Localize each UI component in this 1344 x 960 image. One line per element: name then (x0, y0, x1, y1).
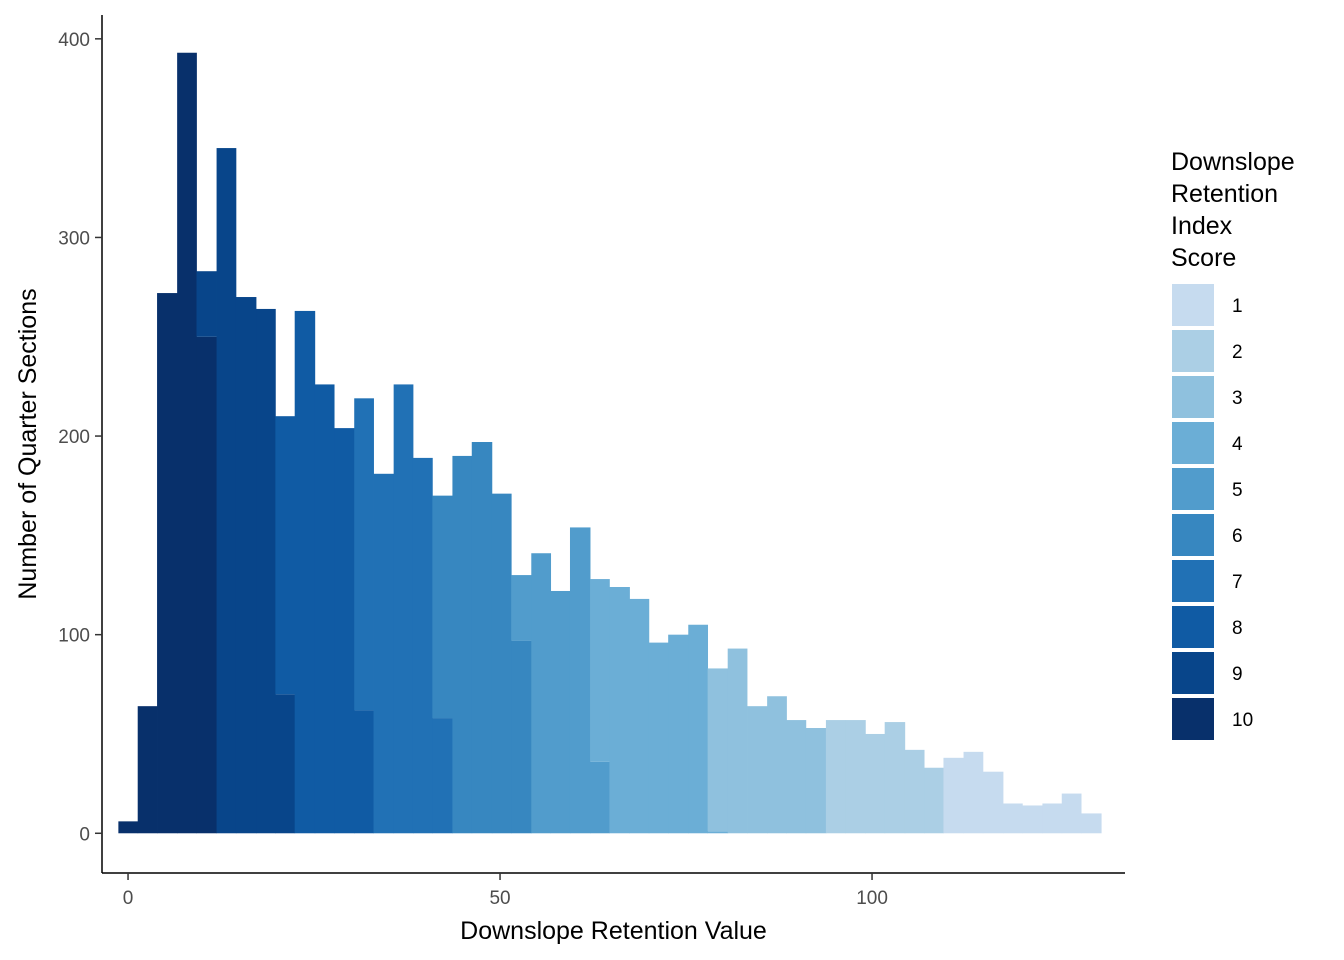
bar-segment-bin-3-score-10 (177, 52, 197, 834)
legend-key-label-3: 3 (1232, 388, 1243, 409)
bar-segment-bin-33-score-3 (767, 696, 787, 834)
legend-key-swatch-3 (1172, 376, 1214, 418)
bar-segment-bin-16-score-7 (432, 718, 453, 834)
bar-segment-bin-20-score-5 (511, 575, 532, 641)
bar-segment-bin-8-score-9 (275, 694, 296, 834)
legend-key-swatch-6 (1172, 514, 1214, 556)
bar-segment-bin-15-score-7 (412, 457, 433, 834)
bar-segment-bin-6-score-9 (235, 297, 257, 834)
legend-key-label-10: 10 (1232, 710, 1253, 731)
legend-key-label-2: 2 (1232, 342, 1243, 363)
bar-segment-bin-16-score-6 (432, 495, 453, 719)
legend-key-label-9: 9 (1232, 664, 1243, 685)
legend-keys: 1 2 3 4 5 6 7 8 9 10 (1172, 284, 1253, 740)
bar-segment-bin-25-score-4 (609, 587, 630, 834)
bar-segment-bin-30-score-4 (707, 831, 729, 834)
legend-key-swatch-1 (1172, 284, 1214, 326)
bar-segment-bin-19-score-6 (491, 493, 512, 834)
bar-segment-bin-12-score-7 (354, 398, 374, 711)
legend-key-label-8: 8 (1232, 618, 1243, 639)
bar-segment-bin-40-score-2 (904, 749, 925, 834)
bar-segment-bin-10-score-8 (314, 384, 335, 834)
bar-segment-bin-49-score-1 (1081, 813, 1102, 834)
legend-title-line: Score (1171, 244, 1236, 272)
bar-segment-bin-9-score-8 (294, 310, 316, 834)
bar-segment-bin-44-score-1 (982, 771, 1004, 834)
histogram-bars (118, 52, 1102, 834)
legend-key-label-5: 5 (1232, 480, 1243, 501)
bar-segment-bin-30-score-3 (707, 668, 729, 832)
bar-segment-bin-48-score-1 (1061, 793, 1082, 834)
bar-segment-bin-24-score-5 (590, 761, 610, 834)
x-axis-ticks: 0 50 100 (123, 873, 888, 909)
legend-key-label-6: 6 (1232, 526, 1243, 547)
y-tick-label: 200 (58, 427, 90, 448)
legend-key-swatch-7 (1172, 560, 1214, 602)
bar-segment-bin-20-score-6 (511, 640, 532, 834)
bar-segment-bin-13-score-7 (373, 473, 395, 834)
y-axis-title: Number of Quarter Sections (14, 288, 42, 599)
legend-key-label-7: 7 (1232, 572, 1243, 593)
x-axis-title: Downslope Retention Value (460, 917, 767, 945)
legend-title-line: Index (1171, 212, 1233, 240)
bar-segment-bin-12-score-8 (354, 710, 374, 834)
bar-segment-bin-0-score-10 (118, 821, 139, 834)
y-tick-label: 100 (58, 626, 90, 647)
legend-key-swatch-4 (1172, 422, 1214, 464)
bar-segment-bin-41-score-2 (924, 767, 944, 834)
bar-segment-bin-4-score-9 (196, 271, 217, 337)
bar-segment-bin-17-score-6 (452, 455, 473, 834)
legend-key-swatch-8 (1172, 606, 1214, 648)
y-axis-ticks: 0 100 200 300 400 (58, 30, 102, 845)
bar-segment-bin-22-score-5 (550, 590, 571, 834)
axes: 0 100 200 300 400 0 50 100 (58, 15, 1125, 909)
bar-segment-bin-28-score-4 (668, 634, 689, 834)
bar-segment-bin-8-score-8 (275, 416, 296, 695)
legend-title: Downslope Retention Index Score (1171, 148, 1295, 272)
bar-segment-bin-7-score-9 (256, 308, 276, 834)
bar-segment-bin-37-score-2 (845, 720, 866, 834)
bar-segment-bin-11-score-8 (334, 428, 355, 834)
bar-segment-bin-29-score-4 (688, 624, 709, 834)
legend: Downslope Retention Index Score 1 2 3 4 5 6 7 8 9 10 (1171, 148, 1295, 740)
bar-segment-bin-46-score-1 (1022, 805, 1043, 834)
bar-segment-bin-34-score-3 (786, 720, 807, 834)
x-tick-label: 100 (856, 888, 888, 909)
legend-key-swatch-9 (1172, 652, 1214, 694)
legend-key-label-1: 1 (1232, 296, 1243, 317)
bar-segment-bin-38-score-2 (865, 733, 886, 834)
bar-segment-bin-35-score-3 (805, 728, 827, 834)
bar-segment-bin-27-score-4 (648, 642, 669, 834)
bar-segment-bin-32-score-3 (747, 706, 768, 834)
bar-segment-bin-26-score-4 (629, 598, 650, 834)
bar-segment-bin-42-score-1 (943, 757, 964, 834)
bar-segment-bin-45-score-1 (1002, 803, 1023, 834)
legend-key-swatch-2 (1172, 330, 1214, 372)
legend-title-line: Retention (1171, 180, 1278, 208)
bar-segment-bin-23-score-5 (569, 527, 591, 834)
bar-segment-bin-39-score-2 (884, 722, 906, 834)
bar-segment-bin-4-score-10 (196, 336, 217, 834)
bar-segment-bin-14-score-7 (393, 384, 414, 834)
legend-key-label-4: 4 (1232, 434, 1243, 455)
y-tick-label: 400 (58, 30, 90, 51)
bar-segment-bin-5-score-9 (216, 148, 237, 834)
bar-segment-bin-47-score-1 (1042, 803, 1063, 834)
legend-key-swatch-5 (1172, 468, 1214, 510)
bar-segment-bin-2-score-10 (157, 293, 178, 834)
legend-title-line: Downslope (1171, 148, 1295, 176)
bar-segment-bin-1-score-10 (137, 706, 158, 834)
bar-segment-bin-43-score-1 (963, 751, 984, 834)
bar-segment-bin-21-score-5 (531, 553, 552, 834)
legend-key-swatch-10 (1172, 698, 1214, 740)
y-tick-label: 300 (58, 228, 90, 249)
x-tick-label: 50 (489, 888, 510, 909)
bar-segment-bin-31-score-3 (727, 648, 748, 834)
bar-segment-bin-36-score-2 (825, 720, 846, 834)
y-tick-label: 0 (79, 824, 90, 845)
bar-segment-bin-24-score-4 (590, 579, 610, 762)
bar-segment-bin-18-score-6 (471, 442, 493, 834)
x-tick-label: 0 (123, 888, 134, 909)
